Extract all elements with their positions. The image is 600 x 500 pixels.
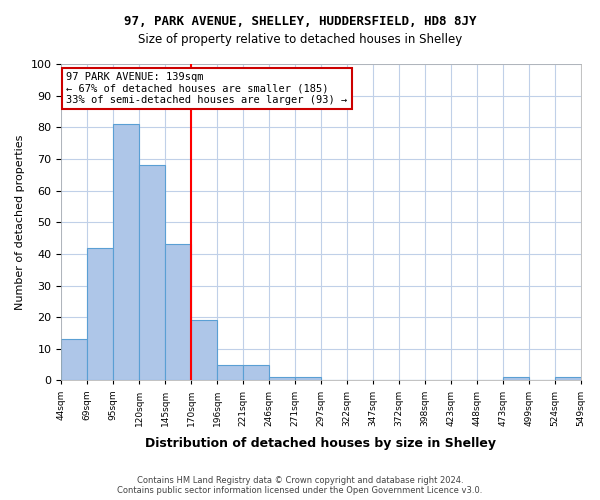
Y-axis label: Number of detached properties: Number of detached properties bbox=[15, 134, 25, 310]
Bar bbox=[139, 166, 165, 380]
Bar bbox=[87, 248, 113, 380]
Bar bbox=[217, 364, 243, 380]
Bar bbox=[243, 364, 269, 380]
Bar bbox=[113, 124, 139, 380]
Bar bbox=[503, 378, 529, 380]
X-axis label: Distribution of detached houses by size in Shelley: Distribution of detached houses by size … bbox=[145, 437, 496, 450]
Bar bbox=[554, 378, 581, 380]
Bar bbox=[165, 244, 191, 380]
Text: Size of property relative to detached houses in Shelley: Size of property relative to detached ho… bbox=[138, 32, 462, 46]
Bar bbox=[295, 378, 321, 380]
Text: 97, PARK AVENUE, SHELLEY, HUDDERSFIELD, HD8 8JY: 97, PARK AVENUE, SHELLEY, HUDDERSFIELD, … bbox=[124, 15, 476, 28]
Text: 97 PARK AVENUE: 139sqm
← 67% of detached houses are smaller (185)
33% of semi-de: 97 PARK AVENUE: 139sqm ← 67% of detached… bbox=[67, 72, 348, 105]
Bar bbox=[61, 340, 87, 380]
Bar bbox=[269, 378, 295, 380]
Text: Contains HM Land Registry data © Crown copyright and database right 2024.
Contai: Contains HM Land Registry data © Crown c… bbox=[118, 476, 482, 495]
Bar bbox=[191, 320, 217, 380]
